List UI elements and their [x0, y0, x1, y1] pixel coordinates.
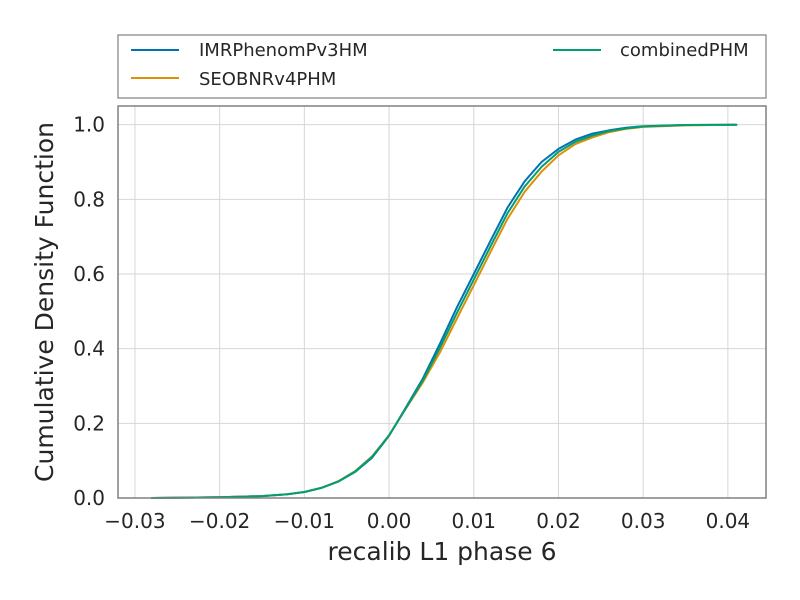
legend-box: [117, 34, 767, 99]
y-axis-ticks: 0.0 0.2 0.4 0.6 0.8 1.0: [73, 113, 105, 510]
x-tick-label: 0.04: [706, 509, 751, 533]
y-tick-label: 0.8: [73, 187, 105, 211]
legend-label-combinedphm: combinedPHM: [620, 40, 749, 61]
x-tick-label: −0.03: [104, 509, 165, 533]
x-tick-label: 0.01: [451, 509, 496, 533]
seobnrv4phm-line: [150, 123, 738, 499]
x-axis-label: recalib L1 phase 6: [328, 537, 557, 566]
x-tick-label: 0.00: [367, 509, 412, 533]
y-tick-label: 0.0: [73, 486, 105, 510]
y-axis-label: Cumulative Density Function: [30, 122, 59, 482]
series-lines: [150, 123, 738, 499]
y-tick-label: 0.2: [73, 411, 105, 435]
combinedphm-line: [150, 123, 738, 499]
y-tick-label: 0.6: [73, 262, 105, 286]
grid-lines: [118, 106, 766, 499]
legend-entry-seobnrv4phm: SEOBNRv4PHM: [131, 69, 336, 90]
imrphenompv3hm-line: [150, 123, 738, 499]
legend-entry-imrphenompv3hm: IMRPhenomPv3HM: [131, 40, 368, 61]
plot-frame: [117, 105, 767, 499]
legend-entry-combinedphm: combinedPHM: [553, 40, 749, 61]
legend: IMRPhenomPv3HM SEOBNRv4PHM combinedPHM: [117, 34, 767, 99]
x-tick-label: 0.02: [536, 509, 581, 533]
x-tick-label: −0.02: [189, 509, 250, 533]
x-tick-label: 0.03: [621, 509, 666, 533]
x-axis-ticks: −0.03 −0.02 −0.01 0.00 0.01 0.02 0.03 0.04: [104, 509, 750, 533]
x-tick-label: −0.01: [274, 509, 335, 533]
y-tick-label: 1.0: [73, 113, 105, 137]
y-tick-label: 0.4: [73, 337, 105, 361]
legend-label-seobnrv4phm: SEOBNRv4PHM: [199, 69, 336, 90]
legend-label-imrphenompv3hm: IMRPhenomPv3HM: [199, 40, 368, 61]
